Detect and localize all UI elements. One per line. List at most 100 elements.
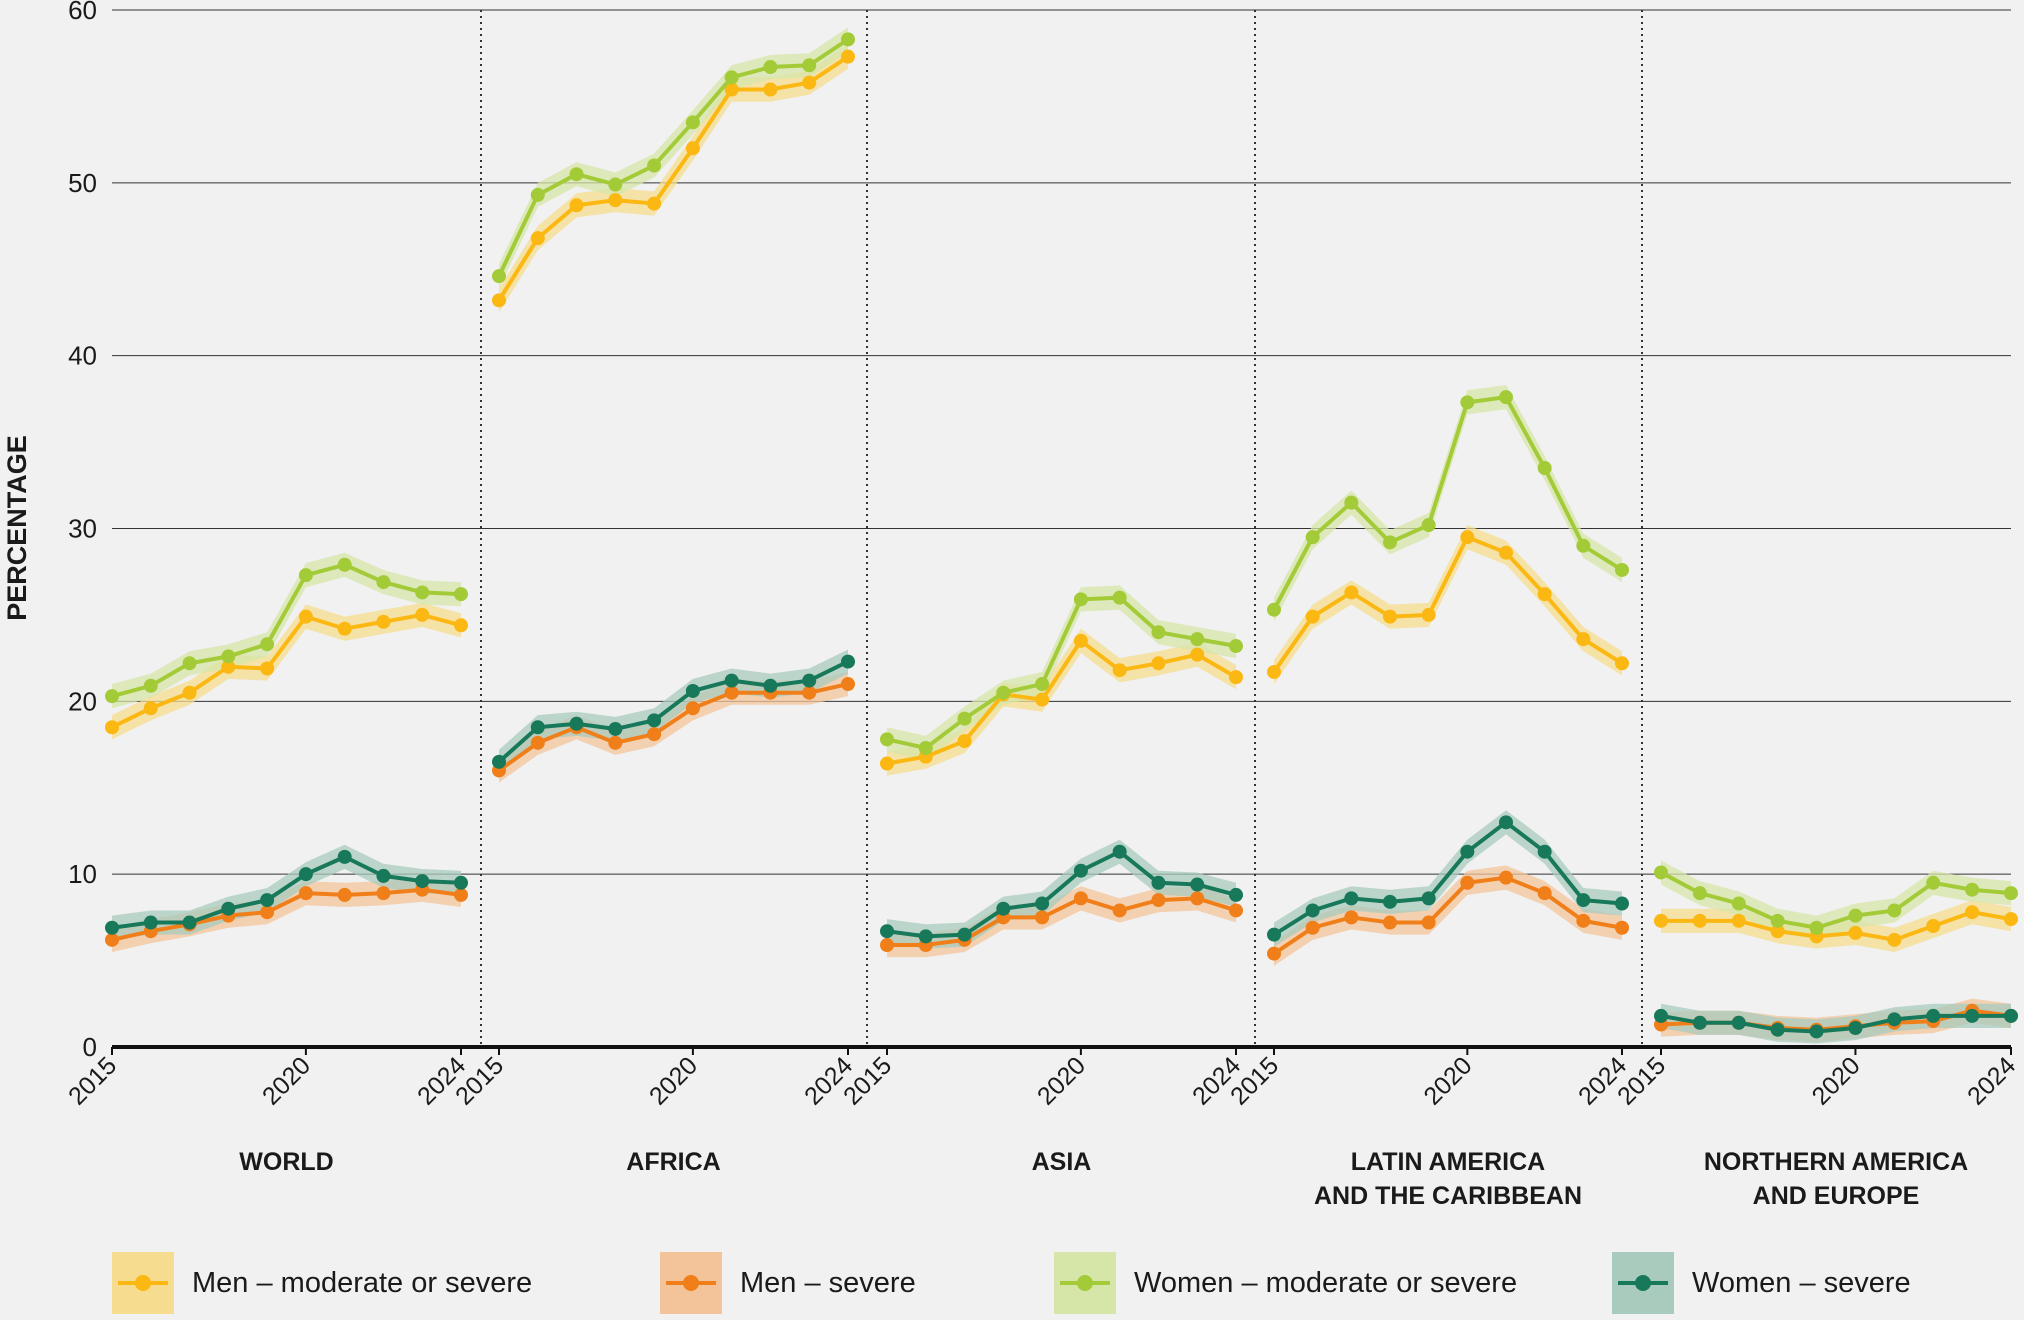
data-point-women_sev [1190, 877, 1205, 892]
panel-title: ASIA [1032, 1148, 1092, 1176]
series-line-women_mod [1272, 394, 1624, 611]
x-tick-label: 2020 [1032, 1051, 1091, 1110]
data-point-women_mod [996, 685, 1011, 700]
data-point-men_mod [337, 621, 352, 636]
series-line-men_mod [1661, 910, 2012, 942]
series-line-men_mod [1272, 534, 1624, 674]
data-point-women_mod [1383, 535, 1397, 550]
data-point-women_sev [841, 654, 855, 669]
data-point-women_mod [957, 711, 972, 726]
data-point-men_mod [724, 82, 739, 97]
series-line-men_sev [1272, 875, 1623, 956]
data-point-women_mod [647, 158, 662, 173]
data-point-women_sev [1499, 815, 1513, 830]
series-line-women_mod [1660, 870, 2012, 930]
data-point-women_sev [608, 721, 623, 736]
y-axis-label: PERCENTAGE [2, 435, 32, 621]
data-point-men_sev [1112, 903, 1127, 918]
data-point-women_sev [569, 716, 584, 731]
data-point-men_mod [1499, 545, 1513, 560]
data-point-women_mod [1305, 530, 1320, 545]
y-tick-label: 50 [68, 168, 97, 198]
series-line-men_mod [111, 612, 462, 730]
data-point-men_sev [1615, 920, 1629, 935]
data-point-men_mod [1654, 913, 1668, 928]
data-point-women_sev [337, 849, 352, 864]
data-point-women_sev [530, 720, 545, 735]
data-point-women_sev [1344, 891, 1359, 906]
legend-label: Men – severe [740, 1266, 916, 1299]
data-point-women_mod [880, 732, 894, 747]
data-point-men_sev [880, 938, 894, 953]
data-point-women_mod [1073, 592, 1088, 607]
data-point-men_sev [685, 701, 700, 716]
data-point-women_sev [996, 901, 1011, 916]
y-tick-label: 30 [68, 514, 97, 544]
data-point-women_sev [1731, 1015, 1746, 1030]
confidence-band-women_mod [499, 27, 848, 289]
data-point-women_mod [530, 187, 545, 202]
data-point-women_sev [492, 754, 506, 769]
confidence-band-women_mod [887, 585, 1236, 761]
data-point-women_mod [1190, 632, 1205, 647]
data-point-men_sev [454, 887, 468, 902]
data-point-men_sev [1229, 903, 1243, 918]
data-point-men_sev [1190, 891, 1205, 906]
data-point-women_mod [376, 575, 391, 590]
data-point-men_mod [1848, 925, 1863, 940]
data-point-women_sev [724, 673, 739, 688]
data-point-women_sev [182, 915, 197, 930]
confidence-band-women_sev [499, 649, 848, 774]
data-point-women_sev [221, 901, 236, 916]
data-point-women_mod [260, 637, 275, 652]
data-point-women_sev [880, 924, 894, 939]
data-point-men_mod [492, 293, 506, 308]
data-point-men_mod [105, 720, 119, 735]
data-point-women_mod [1848, 908, 1863, 923]
data-point-men_sev [105, 932, 119, 947]
data-point-men_mod [880, 756, 894, 771]
data-point-women_mod [1809, 920, 1824, 935]
data-point-women_sev [298, 867, 313, 882]
data-point-women_mod [298, 568, 313, 583]
data-point-men_mod [957, 734, 972, 749]
data-point-men_sev [1383, 915, 1397, 930]
data-point-women_sev [1576, 893, 1591, 908]
data-point-men_mod [2004, 912, 2018, 927]
data-point-men_sev [647, 727, 662, 742]
data-point-women_mod [2004, 886, 2018, 901]
panel-title: NORTHERN AMERICA [1704, 1148, 1968, 1176]
data-point-men_sev [1499, 870, 1513, 885]
data-point-women_mod [221, 649, 236, 664]
data-point-men_sev [1035, 910, 1050, 925]
data-point-women_mod [182, 656, 197, 671]
legend-swatch-icon [1054, 1252, 1116, 1314]
confidence-band-women_sev [112, 844, 461, 940]
data-point-men_mod [569, 198, 584, 213]
data-point-women_mod [1926, 875, 1941, 890]
data-point-women_sev [1887, 1012, 1902, 1027]
data-point-women_sev [1848, 1020, 1863, 1035]
panel-title: LATIN AMERICA [1351, 1148, 1545, 1176]
data-point-women_mod [1344, 495, 1359, 510]
data-point-women_mod [1965, 882, 1980, 897]
data-point-men_mod [1112, 663, 1127, 678]
series-line-men_sev [111, 887, 462, 942]
legend-item: Women – severe [1612, 1252, 1912, 1314]
data-point-women_mod [492, 269, 506, 284]
legend-item: Women – moderate or severe [1054, 1252, 1612, 1314]
data-point-men_mod [260, 661, 275, 676]
panel-title: WORLD [239, 1148, 333, 1176]
data-point-women_sev [2004, 1008, 2018, 1023]
series-line-women_sev [1272, 819, 1623, 937]
data-point-women_sev [1809, 1024, 1824, 1039]
data-point-men_mod [1073, 633, 1088, 648]
data-point-men_sev [1576, 913, 1591, 928]
data-point-women_sev [647, 713, 662, 728]
data-point-men_sev [1073, 891, 1088, 906]
data-point-men_mod [1731, 913, 1746, 928]
data-point-women_sev [685, 683, 700, 698]
confidence-band-women_mod [112, 552, 461, 709]
data-point-women_sev [415, 874, 430, 889]
data-point-men_mod [1770, 924, 1785, 939]
